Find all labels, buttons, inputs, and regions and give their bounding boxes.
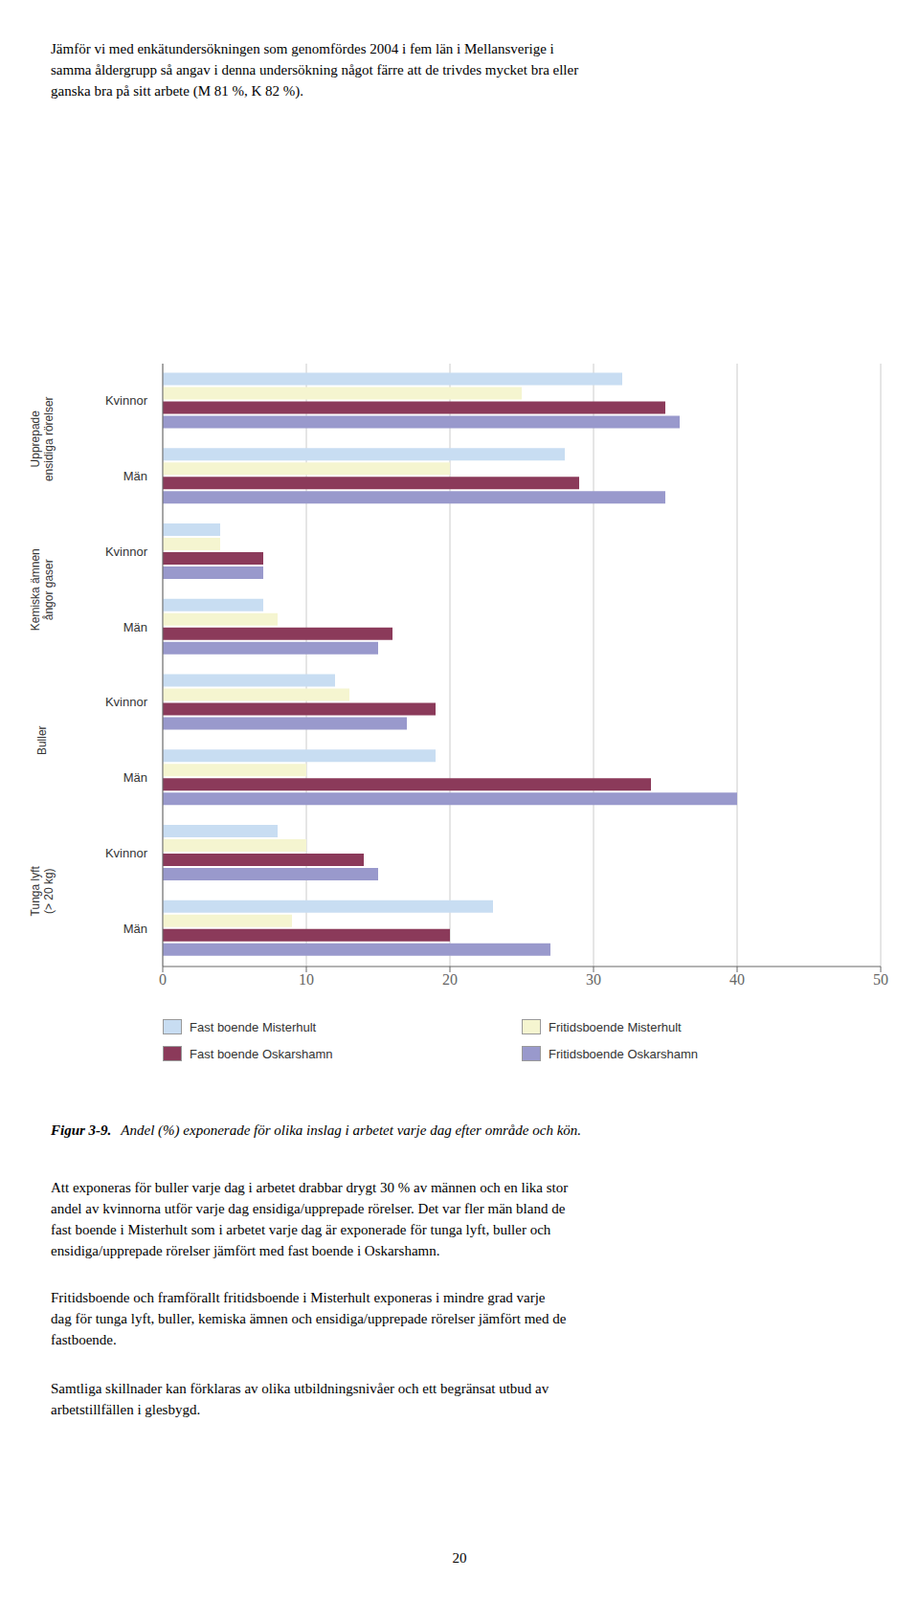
html-text:Fritidsboende Misterhult: Fritidsboende Misterhult — [548, 1019, 682, 1035]
svg-text:30: 30 — [585, 971, 602, 988]
html-text:20: 20 — [452, 1550, 467, 1567]
svg-text:Kvinnor: Kvinnor — [105, 544, 149, 560]
svg-text:0: 0 — [158, 971, 167, 988]
html-text:Att exponeras för buller varje: Att exponeras för buller varje dag i arb… — [50, 1180, 568, 1259]
svg-text:Kemiska ämnenångor gaser: Kemiska ämnenångor gaser — [28, 548, 56, 631]
svg-text:Tunga lyft(> 20 kg): Tunga lyft(> 20 kg) — [28, 865, 56, 917]
svg-text:Kvinnor: Kvinnor — [105, 846, 149, 861]
svg-text:Män: Män — [123, 921, 148, 937]
svg-text:40: 40 — [729, 971, 745, 988]
html-text:Fast boende Oskarshamn: Fast boende Oskarshamn — [189, 1046, 333, 1062]
html-text:Jämför vi med enkätundersöknin: Jämför vi med enkätundersökningen som ge… — [50, 41, 579, 99]
html-text:Fast boende Misterhult: Fast boende Misterhult — [189, 1019, 317, 1035]
svg-text:Män: Män — [123, 770, 148, 785]
svg-text:50: 50 — [873, 971, 889, 988]
html-text:Fritidsboende och framförallt: Fritidsboende och framförallt fritidsboe… — [50, 1290, 567, 1348]
svg-text:Buller: Buller — [35, 725, 49, 756]
html-text:Andel (%) exponerade för olika: Andel (%) exponerade för olika inslag i … — [121, 1122, 582, 1139]
html-text:Samtliga skillnader kan förkla: Samtliga skillnader kan förklaras av oli… — [50, 1381, 549, 1418]
html-text:Fritidsboende Oskarshamn: Fritidsboende Oskarshamn — [548, 1046, 698, 1062]
svg-text:Män: Män — [123, 469, 148, 484]
svg-text:Män: Män — [123, 620, 148, 635]
html-text:Figur 3-9.: Figur 3-9. — [50, 1122, 112, 1139]
svg-text:Kvinnor: Kvinnor — [105, 393, 149, 408]
svg-text:10: 10 — [298, 971, 314, 988]
svg-text:Kvinnor: Kvinnor — [105, 694, 149, 710]
svg-text:20: 20 — [442, 971, 458, 988]
svg-text:Upprepadeensidiga rörelser: Upprepadeensidiga rörelser — [28, 396, 56, 482]
